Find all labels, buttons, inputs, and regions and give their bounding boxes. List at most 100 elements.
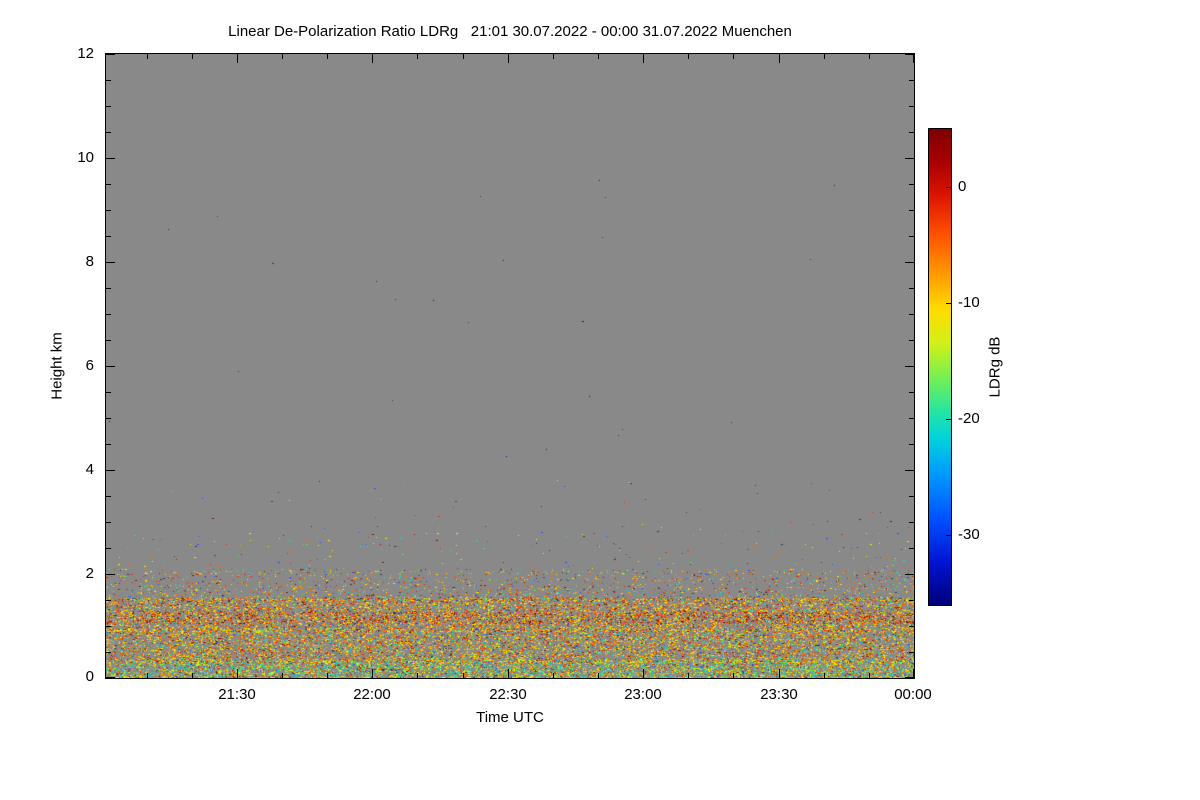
x-tick-minor [733,673,734,678]
y-tick-minor [909,184,914,185]
plot-canvas [106,54,914,678]
x-tick-minor [417,673,418,678]
y-tick-minor [106,106,111,107]
x-tick-minor [417,54,418,59]
y-tick-minor [106,600,111,601]
x-tick-minor [688,673,689,678]
x-tick-major [913,669,914,678]
y-tick-major [905,158,914,159]
colorbar-tick-label: 0 [958,178,967,195]
y-tick-major [905,574,914,575]
x-tick-minor [282,673,283,678]
colorbar-tick-label: -20 [958,410,980,427]
x-tick-minor [192,54,193,59]
x-tick-minor [463,673,464,678]
x-tick-minor [553,673,554,678]
y-tick-minor [909,314,914,315]
y-tick-minor [106,340,111,341]
y-tick-label: 0 [85,668,94,685]
x-tick-minor [869,54,870,59]
x-tick-minor [282,54,283,59]
x-tick-minor [192,673,193,678]
colorbar-tick [946,535,951,536]
y-tick-minor [909,522,914,523]
y-tick-minor [909,496,914,497]
x-tick-major [372,54,373,63]
x-tick-major [779,669,780,678]
y-tick-minor [106,80,111,81]
y-tick-minor [909,626,914,627]
y-tick-minor [909,548,914,549]
y-tick-minor [106,184,111,185]
x-tick-minor [327,673,328,678]
colorbar-gradient [929,129,951,605]
y-tick-minor [106,626,111,627]
x-tick-major [779,54,780,63]
y-tick-major [106,574,115,575]
x-tick-minor [688,54,689,59]
y-tick-minor [909,288,914,289]
y-tick-label: 8 [85,253,94,270]
y-tick-label: 6 [85,357,94,374]
x-tick-minor [733,54,734,59]
y-tick-major [905,366,914,367]
y-tick-minor [106,496,111,497]
y-tick-major [106,54,115,55]
y-tick-minor [106,652,111,653]
x-tick-major [237,669,238,678]
x-tick-minor [327,54,328,59]
x-tick-label: 22:00 [353,686,391,703]
colorbar-tick [946,187,951,188]
x-tick-minor [598,54,599,59]
y-tick-label: 2 [85,565,94,582]
colorbar-tick [946,303,951,304]
y-tick-label: 12 [77,45,94,62]
x-tick-major [913,54,914,63]
y-tick-major [106,366,115,367]
x-tick-label: 23:30 [760,686,798,703]
y-tick-minor [909,444,914,445]
y-tick-minor [106,548,111,549]
y-tick-minor [909,80,914,81]
y-tick-minor [106,392,111,393]
x-tick-label: 23:00 [624,686,662,703]
y-tick-major [905,470,914,471]
x-tick-major [643,54,644,63]
x-tick-major [508,669,509,678]
y-tick-minor [909,132,914,133]
x-axis-label: Time UTC [476,709,544,726]
y-tick-major [106,262,115,263]
y-tick-minor [909,600,914,601]
y-tick-major [106,158,115,159]
x-tick-major [237,54,238,63]
y-tick-minor [106,132,111,133]
x-tick-major [643,669,644,678]
y-tick-minor [909,652,914,653]
x-tick-minor [553,54,554,59]
colorbar-tick-label: -10 [958,294,980,311]
colorbar-label: LDRg dB [986,336,1004,398]
y-tick-minor [106,314,111,315]
y-tick-minor [909,392,914,393]
y-tick-minor [106,210,111,211]
y-tick-minor [909,418,914,419]
y-tick-minor [106,418,111,419]
colorbar [928,128,952,606]
y-tick-minor [909,210,914,211]
y-tick-minor [909,236,914,237]
y-tick-minor [909,106,914,107]
x-tick-minor [824,54,825,59]
chart-title: Linear De-Polarization Ratio LDRg 21:01 … [228,23,792,40]
y-tick-label: 10 [77,149,94,166]
x-tick-major [372,669,373,678]
y-tick-minor [106,444,111,445]
plot-area [105,53,915,679]
x-tick-minor [147,54,148,59]
y-tick-minor [106,236,111,237]
x-tick-label: 21:30 [218,686,256,703]
x-tick-minor [463,54,464,59]
y-tick-label: 4 [85,461,94,478]
x-tick-minor [869,673,870,678]
colorbar-tick [946,419,951,420]
